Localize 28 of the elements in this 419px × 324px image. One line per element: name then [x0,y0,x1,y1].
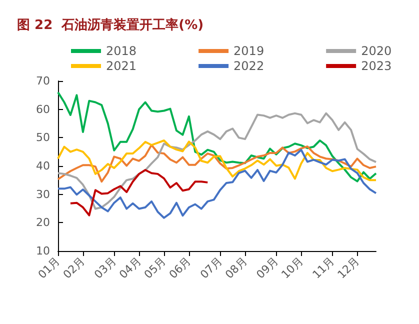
x-tick-label: 06月 [166,254,194,282]
y-tick-label: 40 [36,160,50,172]
legend-label: 2022 [234,59,264,73]
x-tick-label: 07月 [198,254,225,282]
chart-title: 图 22 石油沥青装置开工率(%) [17,17,204,33]
x-tick-label: 09月 [254,254,281,282]
x-tick-label: 11月 [310,254,337,282]
x-tick-label: 08月 [222,254,250,282]
line-series [57,148,377,219]
y-tick-label: 70 [36,74,50,88]
legend-label: 2023 [361,59,392,73]
legend-label: 2019 [234,44,264,58]
x-tick-label: 05月 [142,254,169,282]
line-series [57,91,377,182]
y-tick-label: 30 [36,188,50,201]
y-tick-label: 50 [36,131,50,144]
legend-label: 2020 [361,44,392,58]
x-tick-label: 04月 [116,254,144,282]
x-tick-label: 10月 [278,254,306,282]
line-series [69,168,209,216]
x-tick-label: 12月 [335,254,362,282]
legend-label: 2018 [106,44,137,58]
x-tick-label: 03月 [92,254,119,282]
y-tick-label: 20 [36,216,50,230]
x-tick-label: 02月 [60,254,88,282]
legend-label: 2021 [106,59,137,73]
line-series [57,112,377,210]
y-tick-label: 60 [36,102,50,116]
